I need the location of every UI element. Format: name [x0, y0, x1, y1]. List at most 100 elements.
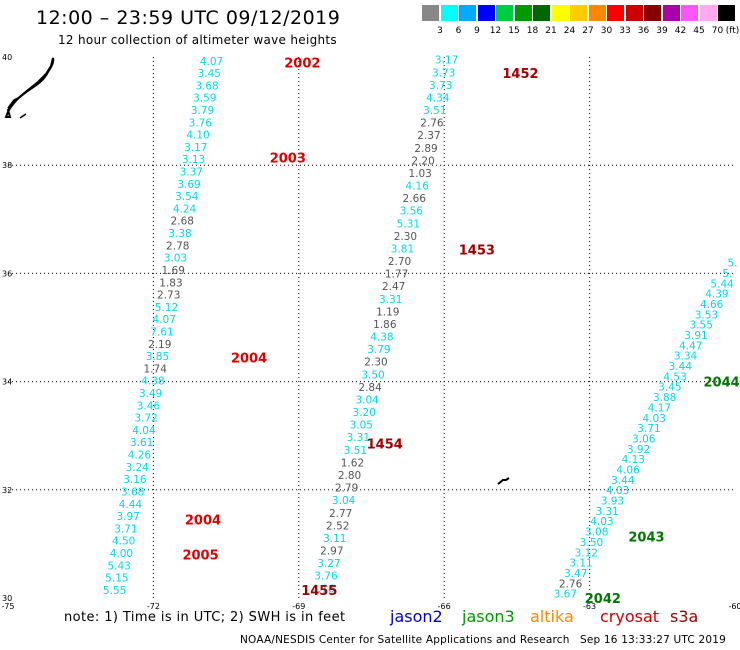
- wave-height-value: 4.10: [186, 130, 209, 142]
- page-subtitle: 12 hour collection of altimeter wave hei…: [58, 33, 337, 47]
- wave-height-value: 4.03: [606, 485, 629, 497]
- wave-height-value: 3.79: [191, 105, 214, 117]
- wave-height-value: 4.06: [616, 465, 640, 477]
- wave-height-value: 1.03: [408, 168, 431, 180]
- coastline: [4, 57, 510, 485]
- wave-height-value: 3.50: [361, 369, 384, 381]
- pass-time-label: 2004: [185, 514, 221, 529]
- wave-height-value: 3.13: [182, 154, 205, 166]
- wave-height-value: 4.13: [622, 454, 645, 466]
- wave-height-value: 3.16: [123, 474, 147, 486]
- longitude-tick-label: -75: [1, 602, 14, 611]
- latitude-tick-label: 34: [2, 378, 12, 387]
- colorbar-swatch: [699, 5, 717, 21]
- wave-height-value: 5.: [722, 268, 732, 280]
- wave-height-value: 4.16: [311, 583, 335, 595]
- wave-height-value: 4.03: [590, 516, 613, 528]
- wave-height-value: 4.00: [110, 548, 133, 560]
- wave-height-value: 3.56: [400, 206, 424, 218]
- pass-time-label: 2005: [182, 549, 218, 564]
- wave-height-value: 3.59: [193, 93, 216, 105]
- longitude-tick-label: -66: [438, 602, 451, 611]
- wave-height-value: 3.47: [564, 568, 587, 580]
- latitude-tick-label: 40: [2, 53, 12, 62]
- colorbar-swatch: [459, 5, 476, 21]
- wave-height-value: 3.54: [175, 191, 199, 203]
- wave-height-value: 2.80: [338, 470, 361, 482]
- page-title: 12:00 – 23:59 UTC 09/12/2019: [36, 7, 341, 29]
- wave-height-value: 3.11: [323, 533, 346, 545]
- colorbar-tick-label: 30: [600, 26, 613, 36]
- wave-height-value: 3.51: [423, 105, 446, 117]
- wave-height-value: 3.67: [554, 589, 577, 601]
- colorbar-swatch: [588, 5, 606, 21]
- wave-height-value: 3.46: [137, 400, 161, 412]
- wave-height-value: 2.37: [417, 130, 440, 142]
- wave-height-value: 3.79: [367, 344, 390, 356]
- wave-height-value: 2.89: [414, 143, 437, 155]
- wave-height-value: 3.08: [585, 527, 608, 539]
- wave-height-value: 2.47: [382, 281, 405, 293]
- wave-height-value: 2.73: [157, 290, 180, 302]
- colorbar-tick-label: 6: [455, 26, 462, 36]
- pass-time-label: 2003: [270, 152, 306, 167]
- colorbar-swatch: [551, 5, 569, 21]
- pass-time-label: 1454: [367, 437, 403, 452]
- satellite-legend-jason2: jason2: [390, 607, 443, 626]
- units-note: note: 1) Time is in UTC; 2) SWH is in fe…: [64, 610, 346, 625]
- colorbar-swatch: [625, 5, 643, 21]
- colorbar-swatch: [662, 5, 680, 21]
- wave-height-value: 4.38: [141, 376, 164, 388]
- wave-height-value: 2.78: [166, 240, 189, 252]
- wave-height-value: 1.19: [376, 306, 399, 318]
- wave-height-value: 2.30: [394, 231, 417, 243]
- generated-timestamp: Sep 16 13:33:27 UTC 2019: [580, 634, 726, 646]
- wave-height-value: 5.12: [155, 302, 178, 314]
- wave-height-value: 3.44: [669, 361, 693, 373]
- wave-height-value: 2.68: [171, 216, 194, 228]
- wave-height-value: 3.97: [116, 511, 139, 523]
- wave-height-value: 3.44: [611, 475, 635, 487]
- colorbar-swatch: [570, 5, 587, 21]
- wave-height-value: 4.24: [173, 203, 197, 215]
- wave-height-value: 4.38: [370, 332, 393, 344]
- wave-height-value: 3.61: [130, 437, 153, 449]
- wave-height-value: 3.72: [134, 413, 157, 425]
- wave-height-value: 1.74: [144, 363, 168, 375]
- colorbar-tick-label: 45: [693, 26, 705, 36]
- wave-height-value: 3.38: [168, 228, 191, 240]
- wave-height-value: 1.69: [162, 265, 185, 277]
- pass-time-label: 2043: [628, 530, 664, 545]
- wave-height-value: 3.68: [195, 80, 218, 92]
- wave-height-value: 4.34: [426, 92, 450, 104]
- wave-height-value: 3.51: [344, 445, 367, 457]
- colorbar-tick-label: 18: [526, 26, 539, 36]
- wave-height-value: 1.86: [373, 319, 397, 331]
- track-track-b: 3.173.733.734.343.512.762.372.892.201.03…: [311, 55, 458, 596]
- wave-height-value: 3.50: [580, 537, 603, 549]
- wave-height-value: 2.79: [335, 483, 358, 495]
- wave-height-value: 3.76: [189, 117, 213, 129]
- wave-height-value: 3.27: [317, 558, 340, 570]
- wave-height-value: 2.76: [559, 578, 583, 590]
- wave-height-value: 3.17: [435, 55, 458, 67]
- colorbar-swatch: [718, 5, 735, 21]
- wave-height-value: 3.76: [314, 571, 338, 583]
- colorbar-tick-label: 12: [489, 26, 502, 36]
- wave-height-value: 5.: [728, 258, 738, 270]
- longitude-tick-label: -69: [292, 602, 305, 611]
- colorbar-tick-label: 70: [711, 26, 724, 36]
- colorbar-swatch: [477, 5, 495, 21]
- wave-height-value: 3.17: [184, 142, 207, 154]
- colorbar-tick-label: 24: [563, 26, 576, 36]
- wave-height-value: 1.77: [385, 269, 408, 281]
- wave-height-value: 5.31: [397, 218, 420, 230]
- colorbar-tick-label: 21: [545, 26, 557, 36]
- wave-height-value: 3.12: [575, 547, 598, 559]
- wave-height-value: 3.05: [350, 420, 373, 432]
- colorbar-tick-label: 9: [474, 26, 480, 36]
- wave-height-value: 4.53: [663, 371, 686, 383]
- colorbar-tick-label: 33: [619, 26, 631, 36]
- wave-height-value: 7.61: [150, 326, 173, 338]
- wave-height-value: 3.53: [695, 309, 718, 321]
